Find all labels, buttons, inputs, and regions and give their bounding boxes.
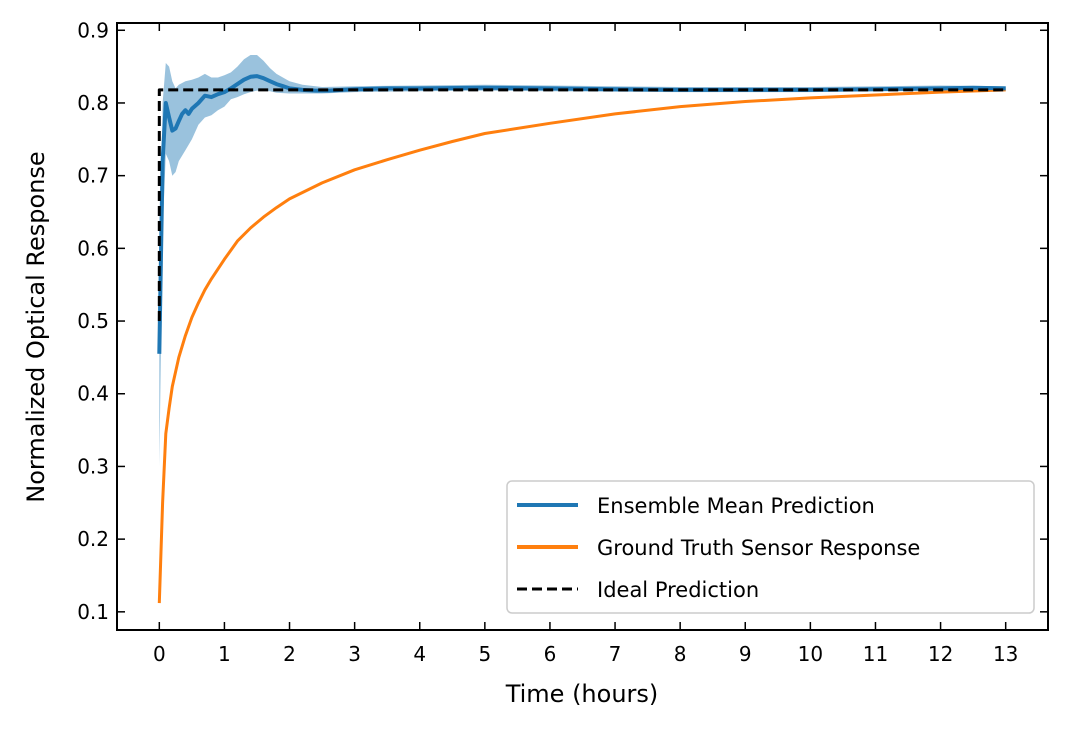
legend-box [506, 480, 1035, 614]
x-tick-label: 0 [153, 642, 166, 666]
x-tick-label: 4 [413, 642, 426, 666]
y-tick-label: 0.9 [77, 18, 109, 42]
x-tick-label: 12 [928, 642, 953, 666]
x-tick-label: 11 [863, 642, 888, 666]
y-tick-label: 0.3 [77, 454, 109, 478]
series-lines [157, 74, 1006, 604]
legend-label-1: Ground Truth Sensor Response [597, 536, 920, 560]
series-line-1 [157, 88, 1006, 604]
x-tick-label: 8 [674, 642, 687, 666]
y-axis-ticks: 0.1 0.2 0.3 0.4 0.5 0.6 0.7 0.8 0.9 [77, 18, 1048, 624]
x-tick-label: 9 [739, 642, 752, 666]
y-tick-label: 0.8 [77, 91, 109, 115]
x-axis-ticks: 0 1 2 3 4 5 6 7 8 9 10 11 12 13 [153, 23, 1018, 666]
legend-label-2: Ideal Prediction [597, 578, 759, 602]
y-tick-label: 0.5 [77, 309, 109, 333]
y-tick-label: 0.7 [77, 164, 109, 188]
x-tick-label: 1 [218, 642, 231, 666]
x-axis-label: Time (hours) [505, 680, 659, 708]
y-axis-label: Normalized Optical Response [22, 151, 50, 502]
y-tick-label: 0.6 [77, 236, 109, 260]
x-tick-label: 5 [478, 642, 491, 666]
x-tick-label: 7 [609, 642, 622, 666]
y-tick-label: 0.1 [77, 600, 109, 624]
y-tick-label: 0.2 [77, 527, 109, 551]
x-tick-label: 3 [348, 642, 361, 666]
x-tick-label: 2 [283, 642, 296, 666]
series-line-0 [157, 74, 1006, 354]
x-tick-label: 10 [798, 642, 823, 666]
x-tick-label: 6 [544, 642, 557, 666]
legend: Ensemble Mean Prediction Ground Truth Sen… [506, 480, 1035, 614]
legend-label-0: Ensemble Mean Prediction [597, 494, 875, 518]
plot-area-frame [116, 22, 1049, 631]
y-tick-label: 0.4 [77, 382, 109, 406]
series-line-2 [157, 88, 1006, 321]
x-tick-label: 13 [993, 642, 1018, 666]
